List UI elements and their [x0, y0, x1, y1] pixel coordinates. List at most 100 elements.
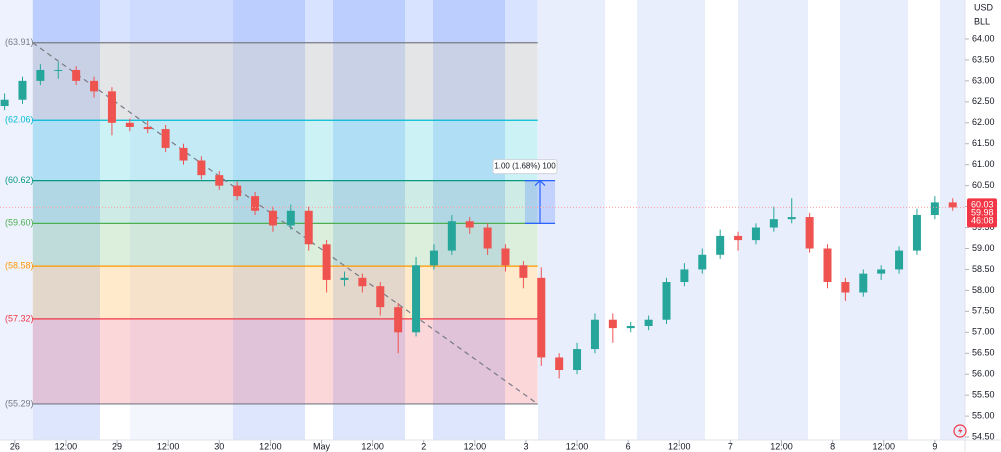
- candle-body: [465, 221, 474, 228]
- x-tick-label: 12:00: [566, 441, 589, 451]
- price-box: [967, 198, 997, 228]
- session-band: [940, 0, 965, 440]
- lightning-icon[interactable]: [953, 424, 967, 438]
- candle-body: [948, 202, 957, 208]
- candle-body: [537, 277, 546, 358]
- fib-label: (58.58): [5, 260, 34, 270]
- candle-body: [251, 196, 260, 211]
- x-tick-label: 2: [421, 441, 426, 451]
- candle-body: [573, 349, 582, 371]
- candle-body: [501, 248, 510, 266]
- candle-body: [483, 227, 492, 249]
- x-tick-label: May: [313, 441, 331, 451]
- candle-body: [286, 210, 295, 226]
- last-price-label: 59.98: [971, 208, 994, 218]
- x-tick-label: 30: [214, 441, 224, 451]
- y-tick-label: 58.50: [972, 264, 995, 274]
- candle-body: [734, 235, 743, 241]
- session-band: [333, 0, 405, 440]
- fib-label: (57.32): [5, 313, 34, 323]
- y-tick-label: 62.00: [972, 117, 995, 127]
- candle-body: [912, 214, 921, 251]
- candle-body: [0, 99, 9, 107]
- ask-price-label: 60.03: [971, 200, 994, 210]
- x-tick-label: 12:00: [259, 441, 282, 451]
- candle-body: [877, 269, 886, 274]
- x-tick-label: 12:00: [770, 441, 793, 451]
- fib-label: (60.62): [5, 175, 34, 185]
- candle-body: [447, 221, 456, 251]
- candles: [0, 62, 957, 379]
- session-band: [538, 0, 605, 440]
- x-tick-label: 8: [830, 441, 835, 451]
- candle-body: [859, 273, 868, 293]
- y-tick-label: 61.50: [972, 138, 995, 148]
- candle-body: [626, 326, 635, 329]
- candle-body: [662, 282, 671, 320]
- y-tick-label: 60.50: [972, 180, 995, 190]
- fib-band: [32, 318, 538, 404]
- candle-body: [555, 357, 564, 371]
- y-tick-label: 54.50: [972, 431, 995, 441]
- y-tick-label: 58.00: [972, 285, 995, 295]
- y-tick-label: 55.50: [972, 390, 995, 400]
- candle-body: [823, 248, 832, 283]
- y-tick-label: 63.50: [972, 54, 995, 64]
- icon-ring[interactable]: [953, 424, 967, 438]
- candle-body: [930, 202, 939, 215]
- y-tick-label: 61.00: [972, 159, 995, 169]
- x-tick-label: 7: [728, 441, 733, 451]
- currency: USD: [974, 2, 994, 12]
- session-band: [637, 0, 705, 440]
- candle-body: [895, 250, 904, 270]
- candle-body: [340, 277, 349, 280]
- overlay: 1.00 (1.68%) 100: [0, 159, 965, 224]
- fib-trend-line: [32, 42, 539, 405]
- candle-body: [304, 210, 313, 245]
- x-tick-label: 29: [112, 441, 122, 451]
- session-band: [0, 0, 33, 440]
- x-tick-label: 12:00: [55, 441, 78, 451]
- candle-body: [107, 91, 116, 123]
- candle-body: [751, 227, 760, 241]
- unit: BLL: [974, 16, 990, 26]
- candle-body: [233, 185, 242, 197]
- y-tick-label: 57.50: [972, 306, 995, 316]
- candle-body: [769, 219, 778, 228]
- candle-body: [716, 235, 725, 255]
- candle-body: [590, 319, 599, 350]
- candle-body: [143, 126, 152, 130]
- candle-body: [54, 69, 63, 71]
- candle-body: [358, 277, 367, 287]
- candle-body: [519, 265, 528, 278]
- y-tick-label: 56.00: [972, 369, 995, 379]
- candle-body: [125, 122, 134, 127]
- candle-body: [179, 147, 188, 161]
- candle-body: [18, 80, 27, 100]
- x-tick-label: 12:00: [872, 441, 895, 451]
- y-tick-label: 55.00: [972, 410, 995, 420]
- icon-bolt[interactable]: [958, 427, 963, 435]
- fib-label: (59.60): [5, 218, 34, 228]
- fib-top-shade: [32, 0, 538, 43]
- fib-band: [32, 180, 538, 224]
- fib-band: [32, 120, 538, 181]
- x-tick-label: 9: [932, 441, 937, 451]
- fib-retracement: (63.91) (62.06) (60.62) (59.60) (58.58) (57.3…: [5, 0, 539, 408]
- candle-body: [322, 244, 331, 280]
- candle-body: [72, 69, 81, 81]
- fib-band: [32, 266, 538, 319]
- x-tick-label: 6: [626, 441, 631, 451]
- fib-label: (63.91): [5, 37, 34, 47]
- x-tick-label: 12:00: [668, 441, 691, 451]
- candle-body: [161, 129, 170, 148]
- candle-body: [197, 160, 206, 176]
- candle-body: [268, 210, 277, 226]
- measure-label: 1.00 (1.68%) 100: [494, 162, 556, 171]
- x-tick-label: 12:00: [157, 441, 180, 451]
- measure-label-box: [492, 159, 558, 175]
- candle-body: [90, 80, 99, 92]
- candle-body: [376, 286, 385, 308]
- y-tick-label: 62.50: [972, 96, 995, 106]
